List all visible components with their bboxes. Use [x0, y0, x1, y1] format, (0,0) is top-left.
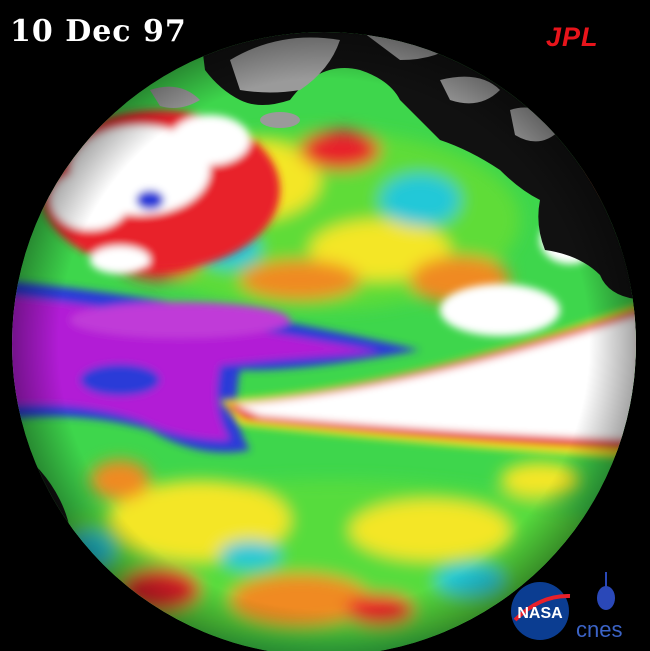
nasa-logo-text: NASA — [517, 605, 563, 622]
cnes-logo-text: cnes — [576, 617, 623, 642]
nasa-logo: NASA — [511, 582, 571, 640]
date-label: 10 Dec 97 — [10, 14, 187, 49]
cnes-logo-icon — [597, 572, 615, 610]
jpl-logo: JPL — [546, 22, 599, 52]
